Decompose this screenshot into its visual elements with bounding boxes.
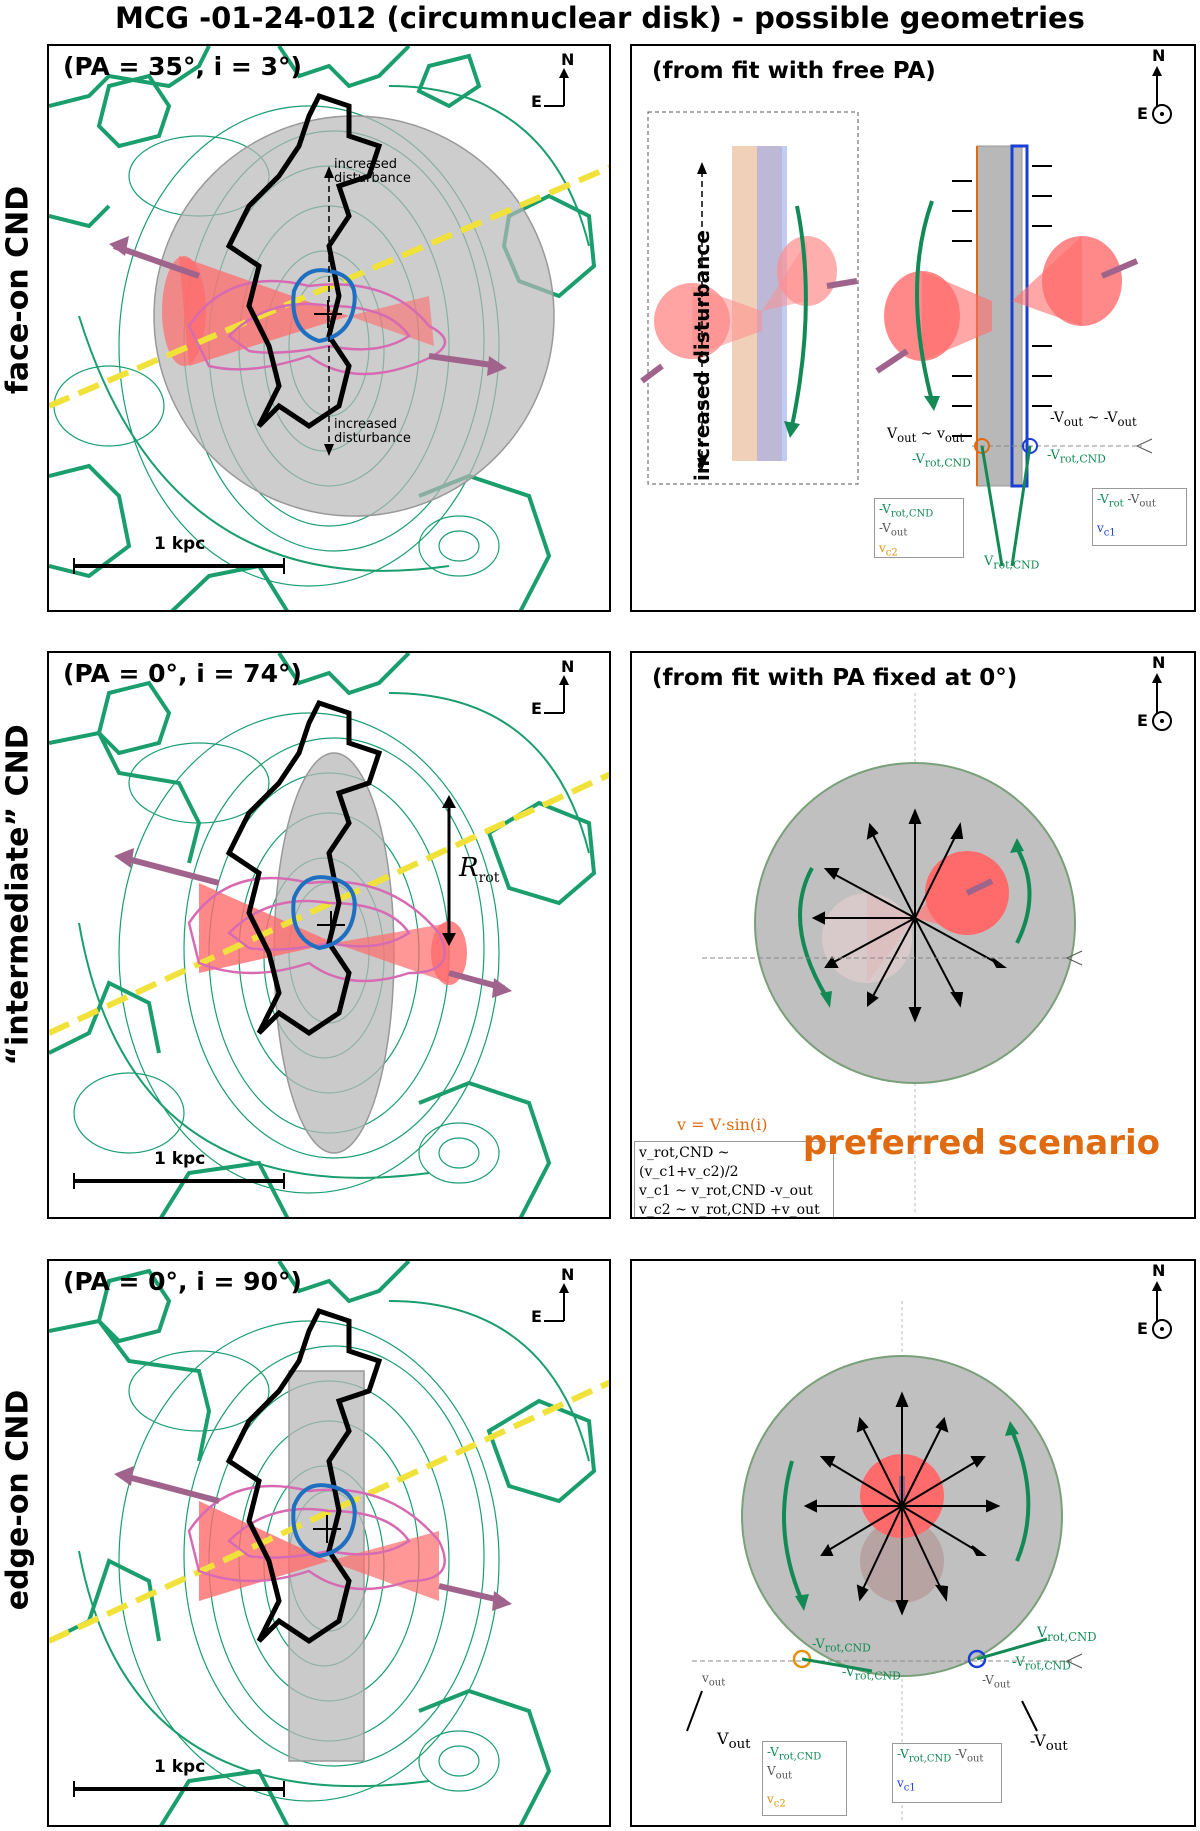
compass-east-label: E	[531, 92, 542, 111]
vector-box-c2: -Vrot,CND Vout vc2	[762, 1741, 847, 1816]
r-rot-label: Rrot	[459, 853, 500, 887]
neg-v-rot-cnd-left-2: -Vrot,CND	[842, 1665, 901, 1683]
compass-north-label: N	[561, 50, 575, 69]
v-out-label-left: Vout ~ vout	[887, 426, 965, 445]
compass-north-label: N	[1152, 653, 1166, 672]
compass-east-label: E	[531, 699, 542, 718]
schematic-panel-edge-on: N E -Vrot,CND -Vrot,CND Vrot,CND -Vrot,C…	[630, 1259, 1196, 1827]
schematic-title: (from fit with PA fixed at 0°)	[652, 665, 1018, 691]
map-panel-intermediate: (PA = 0°, i = 74°) N E Rrot 1 kpc	[47, 651, 611, 1219]
neg-v-rot-cnd-right: -Vrot,CND	[1012, 1655, 1071, 1673]
panel-params: (PA = 35°, i = 3°)	[63, 52, 302, 81]
schematic-figure	[702, 673, 1172, 1213]
panel-params: (PA = 0°, i = 74°)	[63, 659, 302, 688]
schematic-panel-face-on: (from fit with free PA) N E increased di…	[630, 44, 1196, 612]
v-out-small-left: vout	[702, 1671, 726, 1689]
v-rot-cnd-label: Vrot,CND	[984, 554, 1040, 572]
compass-east-label: E	[1137, 104, 1148, 123]
compass-north-label: N	[561, 657, 575, 676]
map-panel-face-on: (PA = 35°, i = 3°) N E increased disturb…	[47, 44, 611, 612]
compass-east-label: E	[1137, 1319, 1148, 1338]
vector-box-c1: -Vrot,CND -Vout vc1	[892, 1743, 1002, 1803]
scalebar-label: 1 kpc	[154, 534, 206, 554]
compass-north-label: N	[561, 1265, 575, 1284]
annotation-increased-disturbance-top: increased disturbance	[334, 157, 411, 186]
v-out-label-right: -Vout ~ -Vout	[1050, 410, 1137, 429]
neg-v-rot-cnd-left: -Vrot,CND	[812, 1637, 871, 1655]
preferred-scenario-label: preferred scenario	[802, 1123, 1160, 1163]
schematic-figure	[686, 1281, 1172, 1821]
schematic-panel-intermediate: (from fit with PA fixed at 0°) N E v = V…	[630, 651, 1196, 1219]
schematic-title: (from fit with free PA)	[652, 58, 936, 84]
legend-line-1: v_rot,CND ~ (v_c1+v_c2)/2	[639, 1145, 739, 1180]
legend-line-2: v_c1 ~ v_rot,CND -v_out	[639, 1183, 813, 1199]
velocity-legend: v_rot,CND ~ (v_c1+v_c2)/2 v_c1 ~ v_rot,C…	[634, 1141, 834, 1218]
map-figure	[49, 653, 609, 1217]
annotation-increased-disturbance-bottom: increased disturbance	[334, 417, 411, 446]
v-out-big-left: Vout	[717, 1729, 751, 1753]
schematic-figure	[640, 66, 1172, 567]
map-figure	[49, 1261, 609, 1825]
compass-north-label: N	[1152, 46, 1166, 65]
legend-line-3: v_c2 ~ v_rot,CND +v_out	[639, 1202, 820, 1218]
compass-north-label: N	[1152, 1261, 1166, 1280]
row-label-intermediate: “intermediate” CND	[0, 724, 36, 1066]
neg-v-rot-cnd-right: -Vrot,CND	[1047, 448, 1106, 466]
row-label-face-on: face-on CND	[0, 185, 36, 395]
map-figure	[49, 46, 609, 610]
v-rot-cnd-right: Vrot,CND	[1037, 1625, 1097, 1644]
row-label-edge-on: edge-on CND	[0, 1389, 36, 1611]
panel-params: (PA = 0°, i = 90°)	[63, 1267, 302, 1296]
velocity-formula: v = V·sin(i)	[677, 1115, 768, 1134]
annotation-increased-disturbance: increased disturbance	[690, 230, 714, 481]
v-out-big-right: -Vout	[1030, 1731, 1068, 1755]
vector-box-c2: -Vrot,CND -Vout vc2	[874, 498, 964, 558]
scalebar-label: 1 kpc	[154, 1757, 206, 1777]
v-out-small-right: -Vout	[982, 1673, 1011, 1691]
neg-v-rot-cnd-left: -Vrot,CND	[912, 452, 971, 470]
compass-east-label: E	[531, 1307, 542, 1326]
map-panel-edge-on: (PA = 0°, i = 90°) N E 1 kpc	[47, 1259, 611, 1827]
compass-east-label: E	[1137, 711, 1148, 730]
vector-box-c1: -Vrot -Vout vc1	[1092, 488, 1187, 546]
figure-title: MCG -01-24-012 (circumnuclear disk) - po…	[115, 1, 1085, 35]
scalebar-label: 1 kpc	[154, 1149, 206, 1169]
